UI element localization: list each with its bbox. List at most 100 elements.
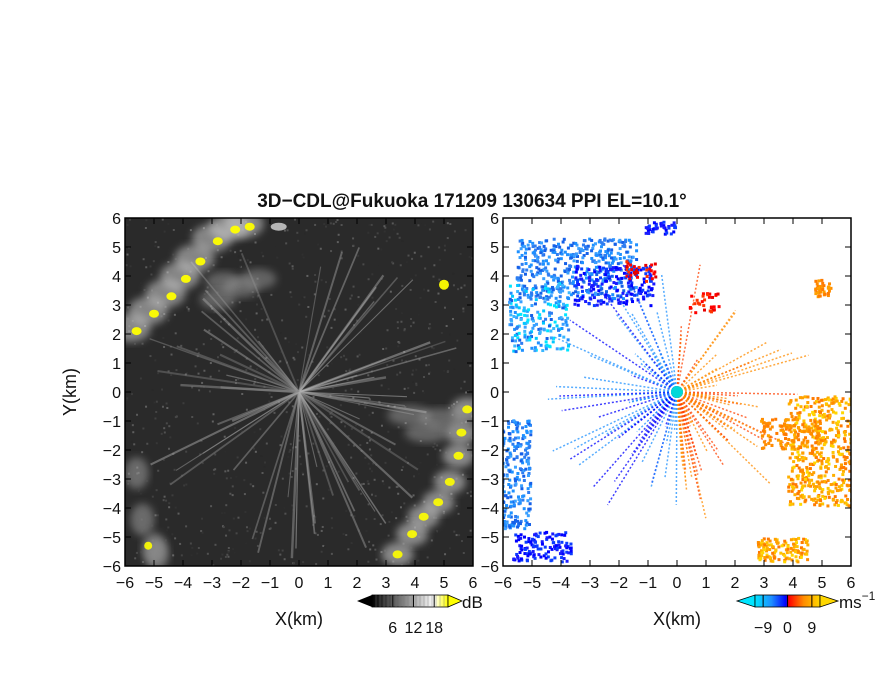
noise-pixel xyxy=(413,251,416,254)
noise-pixel xyxy=(344,458,347,461)
noise-pixel xyxy=(322,544,325,547)
w-band-pixel xyxy=(503,500,506,504)
w-velocity-pixel xyxy=(538,295,542,299)
w-velocity-pixel xyxy=(516,313,520,317)
nw-velocity-pixel xyxy=(550,275,554,279)
radial-streak xyxy=(298,391,316,534)
noise-pixel xyxy=(415,384,418,387)
e-velocity-pixel xyxy=(779,440,783,444)
e-velocity-pixel xyxy=(840,499,844,503)
noise-pixel xyxy=(185,372,188,375)
nw-velocity-pixel xyxy=(633,293,637,297)
noise-pixel xyxy=(153,401,156,404)
nw-velocity-pixel xyxy=(605,251,609,255)
e-velocity-pixel xyxy=(780,424,784,428)
nw-velocity-pixel xyxy=(627,238,631,242)
noise-pixel xyxy=(460,387,463,390)
nw-red-pixel xyxy=(628,277,632,281)
noise-pixel xyxy=(368,398,371,401)
noise-pixel xyxy=(301,346,304,349)
e-velocity-pixel xyxy=(826,486,830,490)
w-velocity-pixel xyxy=(528,331,532,335)
noise-pixel xyxy=(432,347,435,350)
se-velocity-pixel xyxy=(777,558,781,562)
e-velocity-pixel xyxy=(842,465,846,469)
noise-pixel xyxy=(385,347,388,350)
w-band-pixel xyxy=(508,439,512,443)
w-band-pixel xyxy=(524,448,528,452)
noise-pixel xyxy=(187,309,190,312)
w-velocity-pixel xyxy=(558,333,562,337)
noise-pixel xyxy=(301,296,304,299)
noise-pixel xyxy=(377,247,380,250)
noise-pixel xyxy=(419,461,422,464)
noise-pixel xyxy=(254,537,257,540)
noise-pixel xyxy=(434,300,437,303)
w-band-pixel xyxy=(509,515,513,519)
noise-pixel xyxy=(460,286,463,289)
se-velocity-pixel xyxy=(786,547,790,551)
noise-pixel xyxy=(432,275,435,278)
radial-streak xyxy=(298,276,399,393)
noise-pixel xyxy=(195,348,198,351)
x-tick-label: −3 xyxy=(203,575,221,592)
noise-pixel xyxy=(236,337,239,340)
e-velocity-pixel xyxy=(813,453,817,457)
noise-pixel xyxy=(410,341,413,344)
nw-velocity-pixel xyxy=(566,286,570,290)
w-velocity-pixel xyxy=(546,302,550,306)
e-velocity-pixel xyxy=(797,416,801,420)
e-velocity-pixel xyxy=(856,474,859,477)
noise-pixel xyxy=(265,372,268,375)
noise-pixel xyxy=(435,531,438,534)
nw-velocity-pixel xyxy=(596,284,600,288)
e-velocity-pixel xyxy=(770,444,774,448)
sw-band-pixel xyxy=(555,533,559,537)
e-velocity-pixel xyxy=(832,438,836,442)
e-velocity-pixel xyxy=(762,421,766,425)
e-velocity-pixel xyxy=(807,474,811,478)
e-velocity-pixel xyxy=(809,484,813,488)
noise-pixel xyxy=(167,260,170,263)
noise-pixel xyxy=(307,452,310,455)
e-velocity-pixel xyxy=(770,425,774,429)
e-velocity-pixel xyxy=(836,423,840,427)
noise-pixel xyxy=(367,374,370,377)
nw-velocity-pixel xyxy=(535,291,539,295)
velocity-ray xyxy=(676,325,683,393)
e-velocity-pixel xyxy=(803,425,807,429)
e-velocity-pixel xyxy=(805,441,809,445)
noise-pixel xyxy=(403,350,406,353)
e-velocity-pixel xyxy=(823,496,827,500)
ne-velocity-pixel xyxy=(814,287,818,291)
e-velocity-pixel xyxy=(795,421,799,425)
right-colorbar-min-arrow xyxy=(735,594,756,608)
nw-velocity-pixel xyxy=(520,262,524,266)
noise-pixel xyxy=(368,448,371,451)
e-velocity-pixel xyxy=(809,405,813,409)
e-velocity-pixel xyxy=(795,456,799,460)
e-velocity-pixel xyxy=(855,413,858,416)
n-red-pixel xyxy=(711,308,715,312)
noise-pixel xyxy=(330,362,333,365)
n-red-pixel xyxy=(702,304,706,308)
noise-pixel xyxy=(202,343,205,346)
se-velocity-pixel xyxy=(774,548,778,552)
e-velocity-pixel xyxy=(783,419,787,423)
nw-velocity-pixel xyxy=(556,279,560,283)
e-velocity-pixel xyxy=(785,423,789,427)
e-velocity-pixel xyxy=(849,504,851,508)
w-band-pixel xyxy=(529,484,533,488)
e-velocity-pixel xyxy=(842,481,846,485)
noise-pixel xyxy=(201,462,204,465)
w-velocity-pixel xyxy=(558,289,562,293)
y-tick-label: 1 xyxy=(112,356,121,373)
e-velocity-pixel xyxy=(783,432,787,436)
se-velocity-pixel xyxy=(762,545,766,549)
velocity-ray xyxy=(569,319,678,393)
nw-velocity-pixel xyxy=(596,299,600,303)
noise-pixel xyxy=(415,368,418,371)
w-band-pixel xyxy=(511,442,515,446)
noise-pixel xyxy=(245,526,248,529)
radial-streak xyxy=(298,391,387,524)
